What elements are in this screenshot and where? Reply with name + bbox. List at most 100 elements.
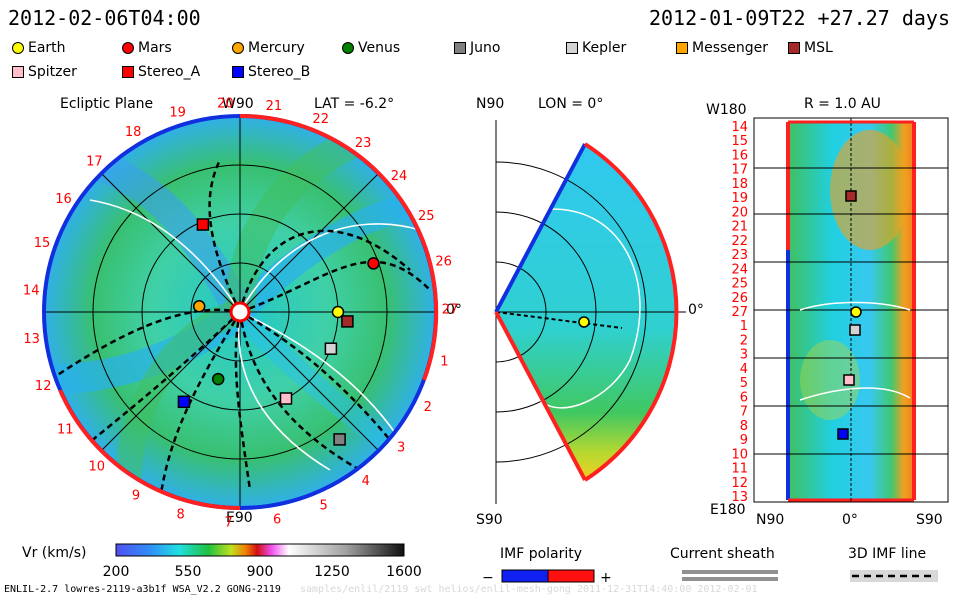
msl-marker-icon — [788, 42, 800, 54]
radial-tick-label: 20 — [731, 205, 748, 220]
ecliptic-tick-label: 3 — [397, 441, 405, 456]
ecliptic-object-kepler — [324, 342, 338, 355]
colorbar-tick: 550 — [175, 564, 202, 580]
ecliptic-tick-label: 11 — [57, 423, 74, 438]
ecliptic-tick-label: 12 — [35, 379, 52, 394]
ecliptic-object-earth — [331, 305, 345, 319]
stereo-a-marker-icon — [122, 66, 134, 78]
ecliptic-tick-label: 9 — [132, 488, 140, 503]
date-right: 2012-01-09T22 +27.27 days — [648, 6, 950, 30]
radial-x-0: 0° — [842, 512, 858, 528]
radial-tick-label: 3 — [740, 348, 748, 363]
legend-messenger: Messenger — [676, 40, 768, 58]
ecliptic-lat-label: LAT = -6.2° — [314, 96, 395, 112]
radial-kepler-marker — [849, 324, 861, 336]
radial-x-n90: N90 — [756, 512, 785, 528]
radial-x-s90: S90 — [916, 512, 943, 528]
legend-spitzer: Spitzer — [12, 64, 77, 82]
venus-marker-icon — [342, 42, 354, 54]
mercury-marker-icon — [232, 42, 244, 54]
imf-polarity-plus: + — [600, 570, 612, 586]
radial-tick-label: 26 — [731, 291, 748, 306]
ecliptic-tick-label: 2 — [424, 400, 432, 415]
radial-tick-labels: 1415161718192021222324252627123456789101… — [731, 120, 748, 505]
ecliptic-tick-label: 21 — [266, 99, 283, 114]
radial-tick-label: 11 — [731, 462, 748, 477]
ecliptic-tick-label: 8 — [177, 508, 185, 523]
ecliptic-tick-label: 17 — [86, 155, 103, 170]
meridional-bottom-label: S90 — [476, 512, 503, 528]
colorbar: Vr (km/s) 200 550 900 1250 1600 — [22, 543, 422, 580]
sun-icon — [229, 301, 251, 323]
ecliptic-tick-label: 4 — [362, 474, 370, 489]
meridional-edge-bottom — [494, 311, 587, 481]
radial-stereo-a-marker — [845, 190, 857, 202]
earth-marker-icon — [12, 42, 24, 54]
ecliptic-bottom-label: E90 — [226, 510, 253, 526]
colorbar-ticks: 200 550 900 1250 1600 — [103, 564, 422, 580]
radial-tick-label: 13 — [731, 490, 748, 505]
ecliptic-current-sheath — [89, 199, 421, 471]
meridional-current-sheath — [539, 208, 641, 409]
ecliptic-rim-red-b — [58, 389, 241, 511]
ecliptic-tick-label: 16 — [55, 192, 72, 207]
kepler-marker-icon — [566, 42, 578, 54]
ecliptic-tick-label: 15 — [34, 236, 51, 251]
ecliptic-tick-label: 19 — [169, 106, 186, 121]
radial-tick-label: 9 — [740, 433, 748, 448]
ecliptic-object-msl — [341, 315, 354, 328]
radial-tick-label: 14 — [731, 120, 748, 135]
radial-tick-label: 16 — [731, 149, 748, 164]
legend-mars: Mars — [122, 40, 172, 58]
radial-tick-label: 1 — [740, 319, 748, 334]
ecliptic-rim-red-a — [239, 114, 439, 381]
ecliptic-tick-label: 14 — [23, 283, 40, 298]
radial-tick-label: 27 — [731, 305, 748, 320]
radial-tick-label: 23 — [731, 248, 748, 263]
ecliptic-object-juno — [333, 433, 346, 446]
stereo-b-marker-icon — [232, 66, 244, 78]
radial-spitzer-marker — [843, 374, 855, 386]
colorbar-label: Vr (km/s) — [22, 545, 86, 561]
imf-line-label: 3D IMF line — [848, 546, 926, 562]
ecliptic-title: Ecliptic Plane — [60, 96, 154, 112]
radial-earth-marker — [850, 306, 862, 318]
imf-polarity-negative-swatch — [501, 569, 549, 583]
footer-url: samples/enlil/2119 swt helios/enlil-mesh… — [300, 584, 758, 595]
meridional-earth-marker — [578, 316, 590, 328]
colorbar-gradient — [115, 543, 405, 557]
radial-stereo-b-marker — [837, 428, 849, 440]
radial-tick-label: 4 — [740, 362, 748, 377]
radial-tick-label: 19 — [731, 191, 748, 206]
radial-top-label: W180 — [706, 102, 747, 118]
imf-line-legend: 3D IMF line — [848, 546, 938, 582]
legend-stereo-a: Stereo_A — [122, 64, 200, 82]
ecliptic-tick-label: 26 — [435, 255, 452, 270]
ecliptic-tick-label: 24 — [391, 169, 408, 184]
colorbar-tick: 900 — [247, 564, 274, 580]
radial-tick-label: 15 — [731, 134, 748, 149]
date-left: 2012-02-06T04:00 — [8, 6, 201, 30]
footer-note: ENLIL-2.7 lowres-2119-a3b1f WSA_V2.2 GON… — [4, 584, 281, 595]
imf-polarity-minus: − — [482, 570, 494, 586]
radial-tick-label: 8 — [740, 419, 748, 434]
radial-tick-label: 6 — [740, 390, 748, 405]
legend-juno: Juno — [454, 40, 500, 58]
ecliptic-tick-label: 10 — [89, 460, 106, 475]
legend-stereo-b: Stereo_B — [232, 64, 310, 82]
colorbar-tick: 1600 — [386, 564, 422, 580]
meridional-right-label: 0° — [688, 302, 704, 318]
imf-polarity-legend: IMF polarity − + — [482, 546, 612, 586]
radial-tick-label: 22 — [731, 234, 748, 249]
mars-marker-icon — [122, 42, 134, 54]
ecliptic-object-mercury — [192, 300, 206, 313]
ecliptic-object-spitzer — [279, 392, 293, 405]
colorbar-tick: 1250 — [314, 564, 350, 580]
spitzer-marker-icon — [12, 66, 24, 78]
ecliptic-tick-label: 18 — [125, 125, 142, 140]
ecliptic-objects — [177, 218, 380, 446]
radial-tick-label: 7 — [740, 405, 748, 420]
